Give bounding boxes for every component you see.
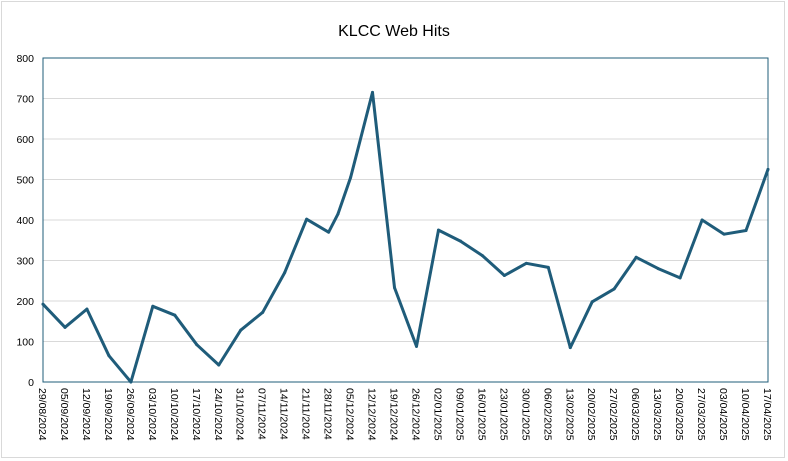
y-tick-label: 300 [16, 256, 34, 268]
x-tick-label: 27/03/2025 [695, 388, 707, 441]
x-tick-label: 13/02/2025 [563, 388, 575, 441]
data-point [524, 261, 528, 265]
x-tick-label: 19/12/2024 [388, 388, 400, 441]
y-tick-label: 700 [16, 94, 34, 106]
data-point [546, 265, 550, 269]
x-tick-label: 23/01/2025 [497, 388, 509, 441]
y-tick-label: 600 [16, 134, 34, 146]
data-point [458, 239, 462, 243]
data-point [612, 287, 616, 291]
x-tick-label: 31/10/2024 [234, 388, 246, 441]
y-tick-label: 0 [28, 377, 34, 389]
data-point [195, 343, 199, 347]
data-point [480, 254, 484, 258]
data-point [502, 273, 506, 277]
data-point [634, 255, 638, 259]
data-point [700, 218, 704, 222]
data-point [217, 363, 221, 367]
data-point [261, 310, 265, 314]
data-point [590, 300, 594, 304]
series-line [41, 90, 770, 384]
x-tick-label: 16/01/2025 [475, 388, 487, 441]
x-tick-label: 05/09/2024 [58, 388, 70, 441]
data-point [129, 380, 133, 384]
data-point [766, 167, 770, 171]
chart-title: KLCC Web Hits [338, 23, 450, 40]
data-point [744, 229, 748, 233]
x-tick-label: 17/10/2024 [190, 388, 202, 441]
x-tick-label: 26/12/2024 [409, 388, 421, 441]
x-tick-label: 20/02/2025 [585, 388, 597, 441]
gridlines [43, 57, 768, 383]
x-tick-label: 13/03/2025 [651, 388, 663, 441]
x-tick-label: 05/12/2024 [344, 388, 356, 441]
data-point [85, 307, 89, 311]
data-point [107, 354, 111, 358]
data-point [393, 286, 397, 290]
x-tick-label: 10/04/2025 [739, 388, 751, 441]
data-point [151, 304, 155, 308]
x-tick-label: 29/08/2024 [36, 388, 48, 441]
x-tick-label: 03/04/2025 [717, 388, 729, 441]
data-point [436, 228, 440, 232]
data-point [568, 346, 572, 350]
data-point [173, 313, 177, 317]
x-tick-label: 12/09/2024 [80, 388, 92, 441]
data-point [283, 271, 287, 275]
plot-area-border [42, 57, 769, 383]
y-tick-label: 400 [16, 215, 34, 227]
x-tick-label: 28/11/2024 [322, 388, 334, 440]
x-tick-label: 21/11/2024 [300, 388, 312, 440]
x-tick-label: 26/09/2024 [124, 388, 136, 441]
y-tick-label: 200 [16, 296, 34, 308]
data-point [63, 325, 67, 329]
x-tick-label: 06/02/2025 [541, 388, 553, 441]
x-tick-label: 17/04/2025 [761, 388, 773, 441]
data-point [305, 217, 309, 221]
data-point [722, 232, 726, 236]
data-point [371, 90, 375, 94]
x-tick-label: 14/11/2024 [278, 388, 290, 440]
x-tick-label: 10/10/2024 [168, 388, 180, 441]
x-tick-label: 12/12/2024 [366, 388, 378, 441]
x-tick-label: 19/09/2024 [102, 388, 114, 441]
data-point [327, 230, 331, 234]
y-axis-tick-labels: 0 100 200 300 400 500 600 700 800 [16, 53, 34, 389]
data-point [336, 212, 340, 216]
x-tick-label: 27/02/2025 [607, 388, 619, 441]
x-tick-label: 30/01/2025 [519, 388, 531, 441]
y-tick-label: 500 [16, 175, 34, 187]
x-tick-label: 06/03/2025 [629, 388, 641, 441]
x-axis-tick-labels: 29/08/2024 05/09/2024 12/09/2024 19/09/2024… [36, 388, 773, 441]
y-tick-label: 100 [16, 337, 34, 349]
x-tick-label: 07/11/2024 [256, 388, 268, 440]
x-tick-label: 24/10/2024 [212, 388, 224, 441]
data-point [656, 267, 660, 271]
data-point [239, 328, 243, 332]
y-tick-label: 800 [16, 53, 34, 65]
data-point [349, 175, 353, 179]
data-point [414, 344, 418, 348]
data-point [678, 276, 682, 280]
x-tick-label: 20/03/2025 [673, 388, 685, 441]
x-tick-label: 02/01/2025 [431, 388, 443, 441]
x-tick-label: 09/01/2025 [453, 388, 465, 441]
x-tick-label: 03/10/2024 [146, 388, 158, 441]
data-point [41, 302, 45, 306]
series-layer [41, 90, 770, 384]
